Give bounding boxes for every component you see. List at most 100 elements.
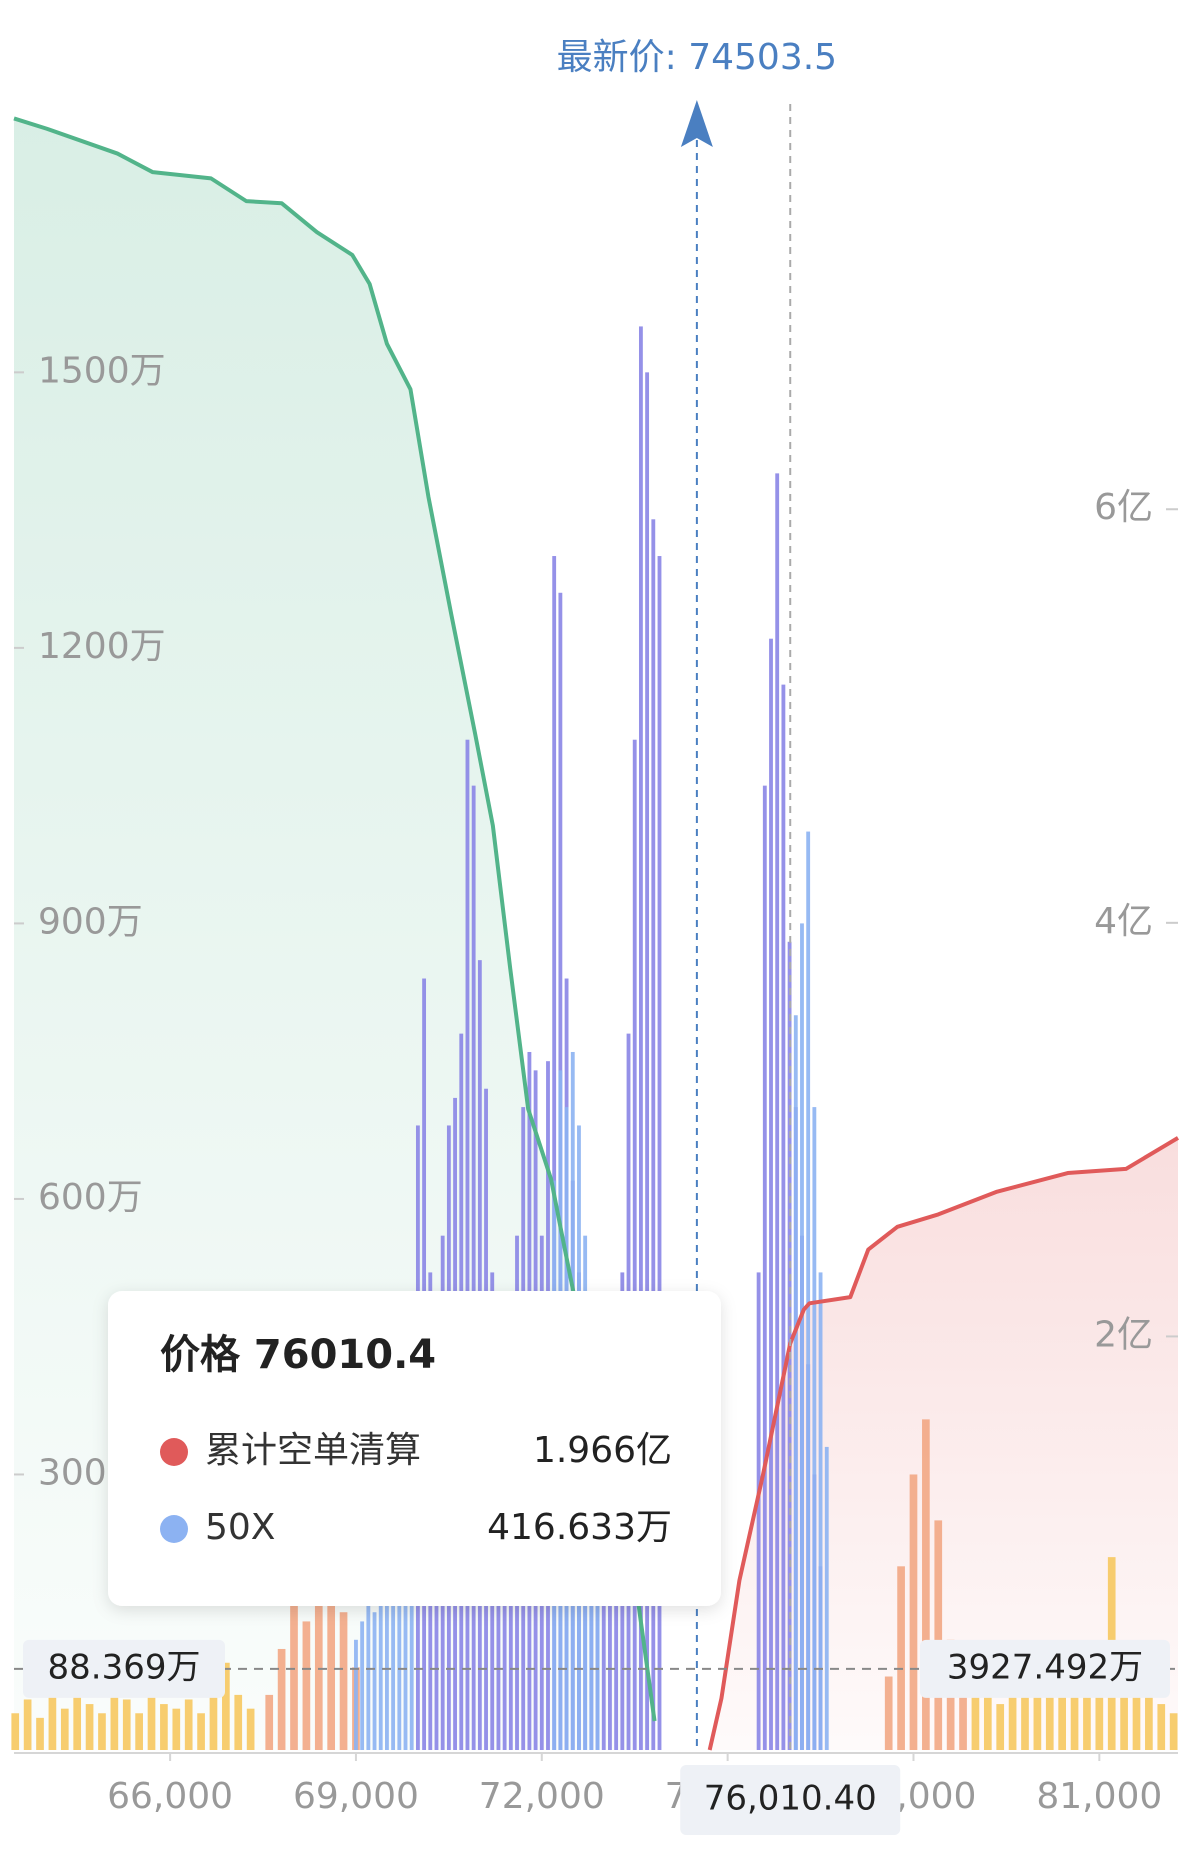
bar [1008,1685,1017,1750]
bar [1169,1713,1178,1750]
y2-tick-label: 2亿 [1094,1314,1153,1355]
x-tick-label: 69,000 [293,1776,419,1817]
bar [360,1621,365,1750]
bar [552,556,557,1751]
bar [909,1474,918,1750]
bar [302,1621,311,1750]
bar [1058,1648,1066,1750]
bar [234,1694,243,1750]
bar [1132,1694,1141,1750]
x-tick-label: 81,000 [1036,1776,1162,1817]
bar [378,1593,383,1750]
bar [409,1557,414,1750]
tooltip-label: 50X [205,1507,275,1548]
tooltip-value: 416.633万 [487,1507,672,1548]
bar [465,739,470,1750]
bar [608,1584,612,1750]
bar [1070,1685,1079,1750]
bar [339,1612,348,1750]
bar [110,1690,119,1750]
bar [23,1699,32,1750]
line-layer [13,116,1180,1751]
bar [98,1713,106,1750]
bar [73,1685,82,1750]
y2-tick-label: 4亿 [1094,901,1153,942]
line [707,1136,1180,1751]
bar [314,1584,323,1750]
bar [1145,1685,1153,1750]
bar [277,1648,286,1750]
bar [1157,1704,1166,1750]
legend-dot [160,1515,188,1543]
bar [632,739,637,1750]
bar [222,1662,230,1750]
tooltip-label: 累计空单清算 [205,1430,421,1471]
bar [354,1639,358,1750]
bar [762,785,767,1750]
bar [1033,1667,1042,1750]
y-tick-label: 1500万 [38,350,166,391]
bar [36,1717,44,1750]
crosshair-y-label: 88.369万 [48,1647,201,1687]
bar [884,1676,893,1750]
bar [769,638,773,1750]
crosshair-x-box [680,1765,901,1835]
bar [818,1272,823,1750]
crosshair-y-box [23,1639,225,1698]
bar [372,1612,377,1750]
bar [824,1446,829,1750]
bar [812,1107,817,1750]
y-tick-label: 1200万 [38,626,166,667]
line [13,116,657,1722]
bar [756,1272,761,1750]
crosshair-x-label: 76,010.40 [704,1779,877,1819]
bar [595,1511,600,1750]
bar [391,1584,396,1750]
bar [897,1566,905,1750]
y-tick-label: 900万 [38,901,143,942]
bar [246,1708,255,1750]
bar [197,1713,205,1750]
bar [806,831,811,1750]
bar [397,1575,402,1750]
bar [11,1713,20,1750]
bar [1083,1694,1091,1750]
bar [800,923,804,1750]
tooltip: 价格 76010.4 累计空单清算 1.966亿 50X 416.633万 [108,1291,721,1606]
y2-tick-label: 6亿 [1094,487,1153,528]
bar [135,1713,143,1750]
legend-dot [160,1438,188,1466]
bar [922,1419,930,1750]
bar [85,1704,94,1750]
bar [793,1015,798,1750]
bar [934,1520,943,1750]
bar [366,1603,371,1750]
bar [775,473,780,1751]
bar [265,1694,274,1750]
bar [651,519,656,1750]
bar [996,1704,1005,1750]
tooltip-value: 1.966亿 [533,1430,672,1471]
y-tick-label: 600万 [38,1177,143,1218]
crosshair-y2-box [920,1639,1170,1698]
bar [290,1603,298,1750]
bar [781,684,786,1750]
bar [1045,1681,1054,1750]
bar [147,1694,156,1750]
bar [502,1474,507,1750]
bar [614,1474,619,1750]
bar [48,1694,57,1750]
bar [385,1603,389,1750]
latest-price-arrow [680,100,713,147]
bar [1120,1676,1128,1750]
tooltip-title: 价格 76010.4 [160,1332,436,1378]
bar [209,1681,218,1750]
bar [983,1676,992,1750]
bar [471,785,476,1750]
x-tick-label: 72,000 [479,1776,605,1817]
bar [1095,1667,1104,1750]
bar [160,1704,168,1750]
bar [638,326,643,1751]
x-tick-label: 66,000 [107,1776,233,1817]
